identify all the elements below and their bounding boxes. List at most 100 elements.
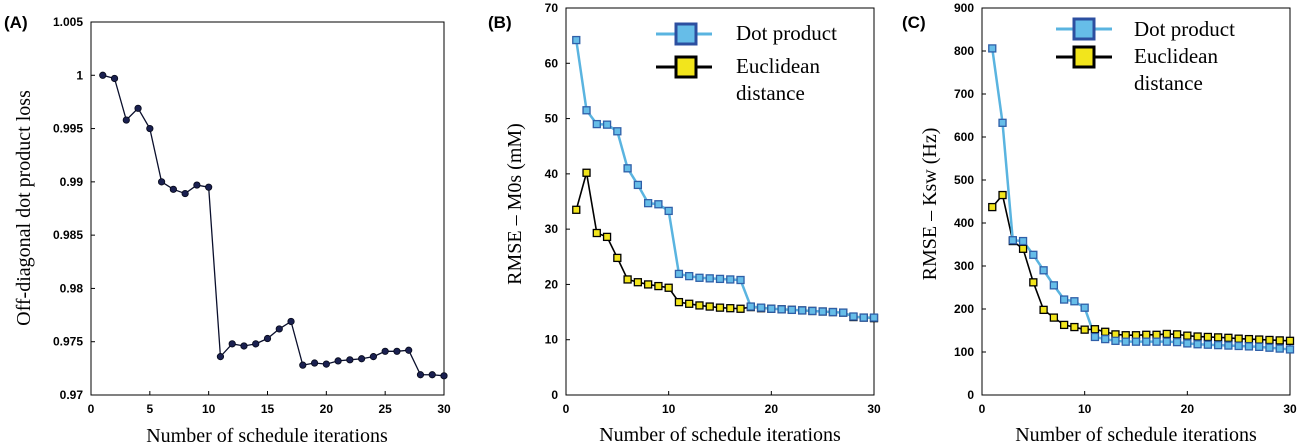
y-tick-label: 700: [954, 87, 974, 101]
legend-c-dot-label: Dot product: [1134, 17, 1235, 41]
dot-product-data-point: [1224, 341, 1233, 350]
euclidean-data-point: [695, 301, 704, 310]
dot-product-data-point: [869, 313, 879, 322]
data-point: [110, 74, 119, 83]
x-tick-label: 0: [563, 402, 570, 416]
dot-product-data-point: [1142, 337, 1151, 346]
dot-product-data-point: [1111, 336, 1120, 345]
panel-b-legend: Dot product Euclidean distance: [656, 21, 837, 105]
y-tick-label: 0.975: [53, 335, 83, 349]
dot-product-data-point: [808, 306, 817, 316]
data-point: [169, 185, 177, 193]
euclidean-data-point: [1070, 322, 1079, 332]
euclidean-data-point: [1193, 332, 1202, 341]
data-point: [99, 71, 107, 79]
dot-product-data-point: [664, 206, 673, 216]
euclidean-data-point: [582, 168, 591, 177]
dot-product-data-point: [572, 35, 581, 45]
panel-c-legend: Dot product Euclidean distance: [1056, 17, 1235, 95]
dot-product-data-point: [988, 44, 997, 53]
dot-product-data-point: [623, 164, 632, 173]
dot-product-data-point: [756, 303, 766, 312]
dot-product-data-point: [1244, 342, 1254, 351]
panel-a-marks: [99, 71, 448, 380]
x-tick-label: 15: [261, 402, 275, 416]
panel-a: (A) 0 5 10 15 20 25 30 0.97 0.975 0.98 0.985 0.99 0.…: [4, 13, 451, 446]
legend-c-euc-label-1: Euclidean: [1134, 44, 1218, 68]
data-point: [193, 181, 201, 189]
dot-product-data-point: [602, 120, 612, 129]
data-point: [216, 353, 225, 361]
panel-b-marks: [572, 35, 879, 323]
dot-product-data-point: [1039, 266, 1048, 275]
x-tick-label: 25: [378, 402, 392, 416]
panel-a-ticks: 0 5 10 15 20 25 30 0.97 0.975 0.98 0.985 0.99 0.995 1…: [53, 15, 451, 416]
x-tick-label: 0: [979, 402, 986, 416]
dot-product-data-point: [1049, 281, 1059, 290]
y-tick-label: 10: [545, 333, 559, 347]
euclidean-data-point: [1162, 329, 1171, 339]
y-tick-label: 100: [954, 345, 974, 359]
dot-product-data-point: [1059, 295, 1069, 304]
euclidean-data-point: [602, 232, 612, 242]
data-point: [369, 353, 377, 361]
euclidean-data-point: [1029, 278, 1038, 287]
y-tick-label: 300: [954, 259, 974, 273]
euclidean-data-point: [1101, 327, 1110, 336]
y-tick-label: 0.97: [60, 388, 84, 402]
data-point: [416, 371, 425, 379]
data-point: [228, 340, 236, 348]
dot-product-data-point: [715, 274, 725, 284]
panel-b-ylabel: RMSE – M0s (mM): [504, 123, 526, 285]
x-tick-label: 30: [1283, 402, 1297, 416]
dot-product-data-point: [695, 273, 704, 282]
dot-product-data-point: [818, 307, 827, 316]
data-point: [205, 183, 213, 191]
data-point: [405, 346, 413, 354]
data-point: [252, 340, 260, 348]
panel-b: (B) 0 10 20 30 0 10 20 30 40 50 60 70 Dot product E…: [488, 1, 881, 446]
euclidean-data-point: [715, 303, 725, 312]
series-line: [102, 74, 445, 377]
dot-product-series-line: [575, 39, 874, 319]
dot-product-data-point: [1152, 337, 1161, 346]
euclidean-data-point: [1049, 313, 1059, 322]
euclidean-data-point: [1018, 244, 1028, 253]
x-tick-label: 10: [1078, 402, 1092, 416]
y-tick-label: 900: [954, 1, 974, 15]
data-point: [299, 361, 307, 369]
dot-product-data-point: [849, 312, 858, 321]
y-tick-label: 50: [545, 112, 559, 126]
euclidean-data-point: [1172, 330, 1182, 339]
euclidean-data-point: [1224, 333, 1233, 342]
data-point: [334, 357, 342, 365]
x-tick-label: 30: [437, 402, 451, 416]
euclidean-data-point: [998, 190, 1007, 200]
dot-product-data-point: [633, 180, 643, 190]
panel-c-ylabel: RMSE – Ksw (Hz): [919, 128, 941, 281]
y-tick-label: 60: [545, 56, 559, 70]
legend-b-euc-label-2: distance: [736, 81, 805, 105]
data-point: [134, 104, 142, 112]
panel-c-marks: [988, 44, 1295, 354]
x-tick-label: 20: [320, 402, 334, 416]
dot-product-data-point: [777, 305, 786, 314]
y-tick-label: 400: [954, 216, 974, 230]
dot-product-data-point: [1090, 332, 1100, 342]
panel-a-label: (A): [4, 13, 28, 32]
x-tick-label: 0: [88, 402, 95, 416]
dot-product-data-point: [1265, 343, 1274, 352]
dot-product-data-point: [1029, 250, 1038, 259]
euclidean-data-point: [1255, 335, 1264, 344]
y-tick-label: 500: [954, 173, 974, 187]
dot-product-data-point: [746, 302, 755, 311]
euclidean-series-line: [575, 172, 875, 319]
x-tick-label: 10: [202, 402, 216, 416]
dot-product-data-point: [1213, 340, 1223, 350]
panel-c-frame: [981, 7, 1291, 396]
euclidean-data-point: [1285, 336, 1295, 345]
euclidean-data-point: [664, 283, 673, 292]
dot-product-data-point: [828, 307, 838, 317]
euclidean-data-point: [654, 281, 663, 291]
